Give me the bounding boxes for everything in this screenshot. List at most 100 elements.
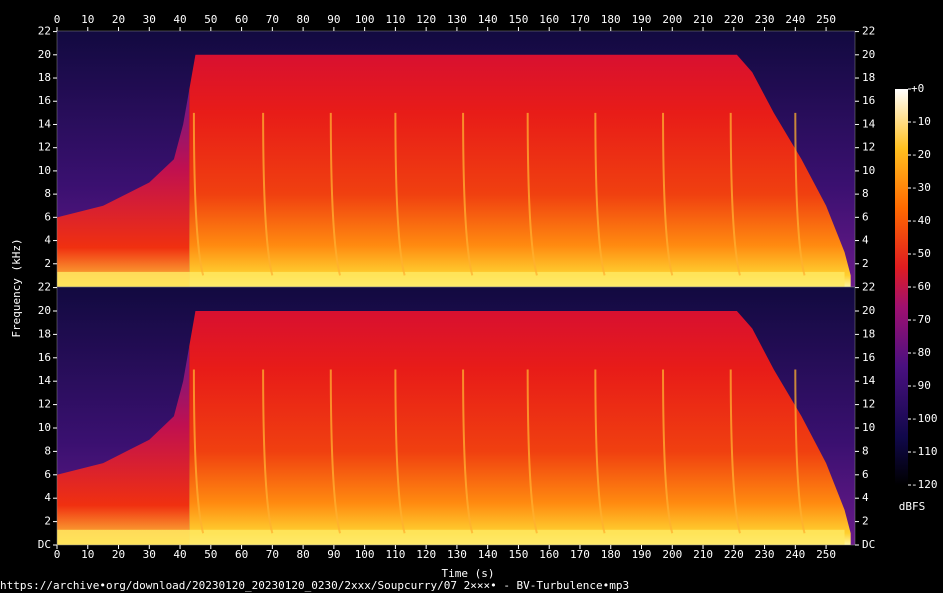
x-tick-label: 20 — [112, 548, 125, 561]
spectrogram-transient — [662, 369, 674, 534]
x-tick-label: 230 — [755, 13, 775, 26]
x-tick-label: 220 — [724, 13, 744, 26]
x-tick-label: 60 — [235, 13, 248, 26]
spectrogram-transient — [729, 112, 741, 276]
spectrogram-energy-intro — [57, 346, 190, 545]
y-tick-label: 8 — [862, 187, 869, 200]
colorbar-tick-label: -50 — [911, 247, 931, 260]
x-tick-label: 110 — [385, 13, 405, 26]
x-tick-label: 160 — [539, 548, 559, 561]
spectrogram-energy-main — [189, 54, 851, 288]
y-tick-label: 14 — [38, 374, 52, 387]
x-tick-label: 70 — [266, 13, 279, 26]
y-tick-label: 4 — [44, 491, 51, 504]
x-tick-label: 230 — [755, 548, 775, 561]
spectrogram-transient — [462, 369, 474, 534]
y-tick-label: 2 — [44, 257, 51, 270]
spectrogram-transient — [526, 369, 538, 534]
x-tick-label: 140 — [478, 13, 498, 26]
colorbar-tick-label: -100 — [911, 412, 938, 425]
spectrogram-low-band — [57, 529, 845, 545]
colorbar-tick-label: -80 — [911, 346, 931, 359]
y-tick-label: DC — [38, 538, 51, 551]
y-tick-label: 8 — [44, 187, 51, 200]
y-tick-label: 6 — [862, 210, 869, 223]
spectrogram-transient — [462, 112, 474, 276]
x-tick-label: 250 — [816, 13, 836, 26]
x-tick-label: 240 — [785, 13, 805, 26]
spectrogram-transient — [594, 112, 606, 276]
x-tick-label: 100 — [355, 13, 375, 26]
x-tick-label: 210 — [693, 13, 713, 26]
colorbar-tick-label: +0 — [911, 82, 924, 95]
spectrogram-transient — [729, 369, 741, 534]
spectrogram-transient — [394, 112, 406, 276]
x-tick-label: 90 — [327, 548, 340, 561]
colorbar-tick-label: -60 — [911, 280, 931, 293]
y-tick-label: 22 — [38, 281, 51, 294]
spectrogram-transient — [329, 112, 341, 276]
y-tick-label: 2 — [862, 257, 869, 270]
spectrogram-transient — [262, 112, 274, 276]
x-axis-label: Time (s) — [442, 567, 495, 580]
x-tick-label: 70 — [266, 548, 279, 561]
y-tick-label: 4 — [862, 491, 869, 504]
x-tick-label: 100 — [355, 548, 375, 561]
y-tick-label: 16 — [38, 351, 51, 364]
x-tick-label: 40 — [173, 13, 186, 26]
y-tick-label: 22 — [862, 25, 875, 38]
y-tick-label: 12 — [862, 398, 875, 411]
colorbar-tick-label: -70 — [911, 313, 931, 326]
y-tick-label: 22 — [38, 25, 51, 38]
colorbar-tick-label: -120 — [911, 478, 938, 491]
x-tick-label: 150 — [509, 548, 529, 561]
x-tick-label: 60 — [235, 548, 248, 561]
x-tick-label: 200 — [662, 548, 682, 561]
y-tick-label: 8 — [44, 444, 51, 457]
spectrogram-transient — [794, 112, 806, 276]
y-tick-label: 20 — [38, 304, 51, 317]
x-tick-label: 240 — [785, 548, 805, 561]
spectrogram-transient — [394, 369, 406, 534]
y-tick-label: 2 — [862, 515, 869, 528]
y-tick-label: 20 — [862, 48, 875, 61]
y-tick-label: 10 — [38, 421, 51, 434]
y-tick-label: 6 — [44, 210, 51, 223]
y-tick-label: 18 — [38, 327, 51, 340]
footer-url: https://archive•org/download/20230120_20… — [0, 579, 629, 592]
y-tick-label: 20 — [862, 304, 875, 317]
y-tick-label: 12 — [38, 141, 51, 154]
spectrogram-panels — [56, 30, 856, 546]
colorbar-tick-label: -30 — [911, 181, 931, 194]
y-tick-label: 10 — [38, 164, 51, 177]
x-tick-label: 20 — [112, 13, 125, 26]
colorbar-tick-label: -110 — [911, 445, 938, 458]
y-tick-label: 20 — [38, 48, 51, 61]
y-tick-label: 12 — [862, 141, 875, 154]
x-tick-label: 0 — [54, 13, 61, 26]
x-tick-label: 110 — [385, 548, 405, 561]
x-tick-label: 130 — [447, 548, 467, 561]
y-tick-label: 4 — [44, 234, 51, 247]
y-tick-label: 16 — [862, 94, 875, 107]
x-tick-label: 80 — [296, 13, 309, 26]
x-tick-label: 50 — [204, 548, 217, 561]
x-tick-label: 160 — [539, 13, 559, 26]
x-tick-label: 210 — [693, 548, 713, 561]
y-tick-label: 18 — [38, 71, 51, 84]
colorbar-tick-label: -20 — [911, 148, 931, 161]
y-tick-label: 18 — [862, 71, 875, 84]
x-tick-label: 170 — [570, 13, 590, 26]
x-tick-label: 220 — [724, 548, 744, 561]
y-tick-label: 16 — [862, 351, 875, 364]
x-tick-label: 90 — [327, 13, 340, 26]
x-tick-label: 0 — [54, 548, 61, 561]
spectrogram-transient — [594, 369, 606, 534]
y-tick-label: 16 — [38, 94, 51, 107]
y-tick-label: DC — [862, 538, 875, 551]
spectrogram-transient — [794, 369, 806, 534]
y-tick-label: 18 — [862, 327, 875, 340]
spectrogram-transient — [662, 112, 674, 276]
x-tick-label: 180 — [601, 548, 621, 561]
x-tick-label: 180 — [601, 13, 621, 26]
